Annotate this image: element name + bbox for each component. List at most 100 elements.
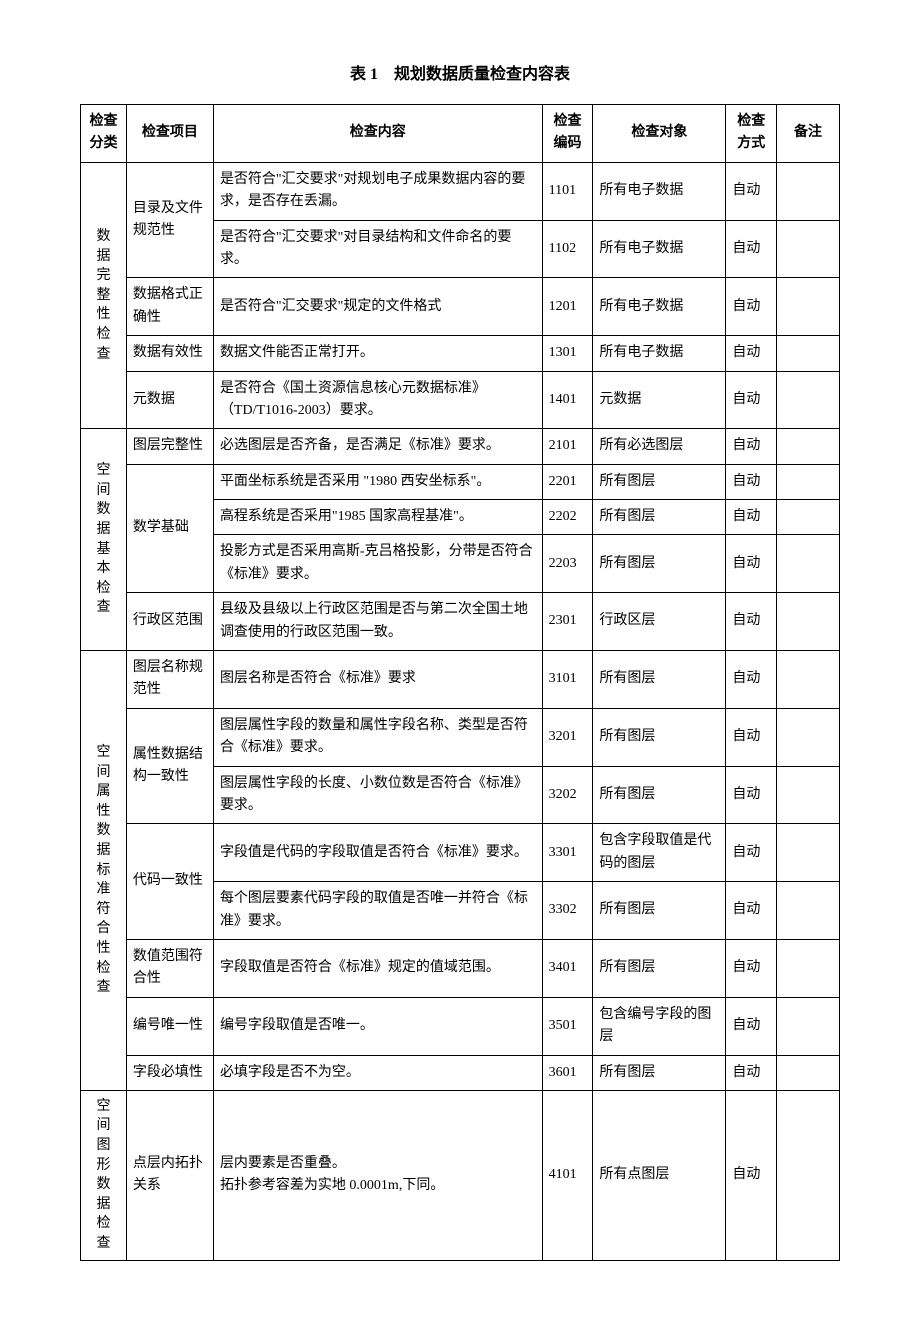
cell-note [777,336,840,371]
cell-note [777,162,840,220]
cell-code: 2201 [542,464,593,499]
cell-note [777,882,840,940]
cell-target: 所有图层 [593,500,726,535]
cell-content: 投影方式是否采用高斯-克吕格投影，分带是否符合《标准》要求。 [213,535,542,593]
cell-item: 图层名称规范性 [126,651,213,709]
cell-code: 2301 [542,593,593,651]
cell-target: 所有必选图层 [593,429,726,464]
cell-target: 所有图层 [593,1055,726,1090]
cell-content: 是否符合《国土资源信息核心元数据标准》（TD/T1016-2003）要求。 [213,371,542,429]
header-content: 检查内容 [213,105,542,163]
cell-note [777,1055,840,1090]
cell-note [777,1090,840,1260]
cell-target: 所有图层 [593,651,726,709]
cell-content: 必填字段是否不为空。 [213,1055,542,1090]
cell-code: 1201 [542,278,593,336]
table-row: 空间属性数据标准符合性检查图层名称规范性图层名称是否符合《标准》要求3101所有… [81,651,840,709]
cell-method: 自动 [726,766,777,824]
cell-item: 图层完整性 [126,429,213,464]
cell-item: 目录及文件规范性 [126,162,213,278]
cell-content: 图层属性字段的数量和属性字段名称、类型是否符合《标准》要求。 [213,708,542,766]
cell-code: 2202 [542,500,593,535]
cell-note [777,708,840,766]
cell-note [777,220,840,278]
cell-code: 3401 [542,939,593,997]
cell-content: 是否符合"汇交要求"对目录结构和文件命名的要求。 [213,220,542,278]
header-category: 检查分类 [81,105,127,163]
cell-code: 1301 [542,336,593,371]
cell-content: 层内要素是否重叠。拓扑参考容差为实地 0.0001m,下同。 [213,1090,542,1260]
cell-content: 是否符合"汇交要求"对规划电子成果数据内容的要求，是否存在丢漏。 [213,162,542,220]
cell-content: 高程系统是否采用"1985 国家高程基准"。 [213,500,542,535]
cell-code: 3301 [542,824,593,882]
cell-code: 3601 [542,1055,593,1090]
cell-code: 1101 [542,162,593,220]
cell-note [777,766,840,824]
cell-content: 必选图层是否齐备，是否满足《标准》要求。 [213,429,542,464]
table-header-row: 检查分类 检查项目 检查内容 检查编码 检查对象 检查方式 备注 [81,105,840,163]
cell-code: 1102 [542,220,593,278]
cell-note [777,997,840,1055]
table-row: 空间图形数据检查点层内拓扑关系层内要素是否重叠。拓扑参考容差为实地 0.0001… [81,1090,840,1260]
cell-method: 自动 [726,708,777,766]
cell-method: 自动 [726,1055,777,1090]
cell-content: 每个图层要素代码字段的取值是否唯一并符合《标准》要求。 [213,882,542,940]
table-row: 数值范围符合性字段取值是否符合《标准》规定的值域范围。3401所有图层自动 [81,939,840,997]
cell-method: 自动 [726,429,777,464]
cell-item: 编号唯一性 [126,997,213,1055]
cell-target: 包含编号字段的图层 [593,997,726,1055]
table-row: 元数据是否符合《国土资源信息核心元数据标准》（TD/T1016-2003）要求。… [81,371,840,429]
table-body: 数据完整性检查目录及文件规范性是否符合"汇交要求"对规划电子成果数据内容的要求，… [81,162,840,1260]
cell-method: 自动 [726,882,777,940]
cell-content: 字段取值是否符合《标准》规定的值域范围。 [213,939,542,997]
cell-note [777,535,840,593]
cell-item: 点层内拓扑关系 [126,1090,213,1260]
cell-target: 所有电子数据 [593,220,726,278]
cell-method: 自动 [726,278,777,336]
cell-target: 元数据 [593,371,726,429]
cell-code: 3201 [542,708,593,766]
cell-content: 编号字段取值是否唯一。 [213,997,542,1055]
cell-method: 自动 [726,824,777,882]
table-row: 编号唯一性编号字段取值是否唯一。3501包含编号字段的图层自动 [81,997,840,1055]
cell-method: 自动 [726,593,777,651]
cell-content: 县级及县级以上行政区范围是否与第二次全国土地调查使用的行政区范围一致。 [213,593,542,651]
cell-target: 所有图层 [593,535,726,593]
cell-item: 行政区范围 [126,593,213,651]
cell-item: 元数据 [126,371,213,429]
cell-method: 自动 [726,1090,777,1260]
cell-target: 所有点图层 [593,1090,726,1260]
cell-target: 行政区层 [593,593,726,651]
header-item: 检查项目 [126,105,213,163]
header-method: 检查方式 [726,105,777,163]
cell-item: 数据格式正确性 [126,278,213,336]
cell-code: 4101 [542,1090,593,1260]
table-row: 属性数据结构一致性图层属性字段的数量和属性字段名称、类型是否符合《标准》要求。3… [81,708,840,766]
cell-code: 3101 [542,651,593,709]
cell-target: 所有电子数据 [593,278,726,336]
table-row: 数据完整性检查目录及文件规范性是否符合"汇交要求"对规划电子成果数据内容的要求，… [81,162,840,220]
cell-item: 代码一致性 [126,824,213,940]
cell-content: 字段值是代码的字段取值是否符合《标准》要求。 [213,824,542,882]
cell-target: 所有图层 [593,708,726,766]
table-row: 数据格式正确性是否符合"汇交要求"规定的文件格式1201所有电子数据自动 [81,278,840,336]
cell-code: 2203 [542,535,593,593]
cell-target: 所有电子数据 [593,336,726,371]
cell-item: 属性数据结构一致性 [126,708,213,824]
table-row: 数据有效性数据文件能否正常打开。1301所有电子数据自动 [81,336,840,371]
cell-method: 自动 [726,464,777,499]
cell-method: 自动 [726,535,777,593]
cell-method: 自动 [726,651,777,709]
cell-target: 所有电子数据 [593,162,726,220]
cell-note [777,651,840,709]
table-row: 数学基础平面坐标系统是否采用 "1980 西安坐标系"。2201所有图层自动 [81,464,840,499]
table-row: 行政区范围县级及县级以上行政区范围是否与第二次全国土地调查使用的行政区范围一致。… [81,593,840,651]
cell-content: 图层属性字段的长度、小数位数是否符合《标准》要求。 [213,766,542,824]
cell-note [777,371,840,429]
header-target: 检查对象 [593,105,726,163]
cell-note [777,429,840,464]
cell-code: 2101 [542,429,593,464]
cell-item: 数据有效性 [126,336,213,371]
table-row: 代码一致性字段值是代码的字段取值是否符合《标准》要求。3301包含字段取值是代码… [81,824,840,882]
table-row: 字段必填性必填字段是否不为空。3601所有图层自动 [81,1055,840,1090]
